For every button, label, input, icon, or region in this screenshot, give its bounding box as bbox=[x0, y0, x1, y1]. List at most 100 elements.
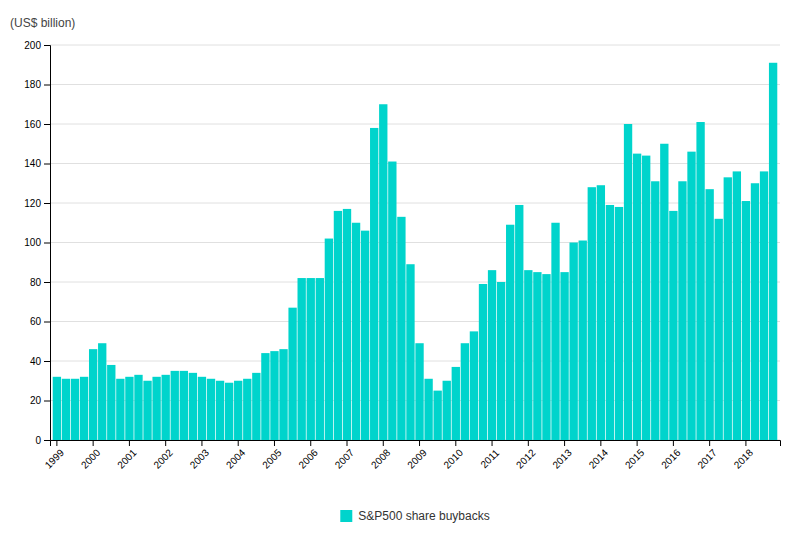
x-tick-label: 2005 bbox=[260, 447, 284, 471]
x-tick-label: 2003 bbox=[188, 447, 212, 471]
y-tick-label: 40 bbox=[30, 356, 42, 367]
y-tick-label: 120 bbox=[24, 198, 41, 209]
bar bbox=[234, 381, 242, 440]
x-tick: 2016 bbox=[659, 440, 683, 471]
bar bbox=[370, 128, 378, 440]
x-tick: 2010 bbox=[441, 440, 465, 471]
bar bbox=[651, 181, 659, 440]
legend: S&P500 share buybacks bbox=[340, 509, 489, 523]
y-tick: 120 bbox=[24, 198, 50, 209]
grid-line bbox=[50, 84, 780, 85]
legend-swatch bbox=[340, 510, 352, 522]
bar bbox=[243, 379, 251, 440]
bar bbox=[615, 207, 623, 440]
x-tick-label: 2011 bbox=[478, 447, 501, 470]
x-tick-label: 2004 bbox=[224, 447, 248, 471]
bar bbox=[171, 371, 179, 440]
x-tick-mark bbox=[455, 440, 456, 446]
x-tick-mark bbox=[673, 440, 674, 446]
y-tick-mark bbox=[44, 85, 50, 86]
bar bbox=[225, 383, 233, 440]
bar bbox=[506, 225, 514, 440]
bar bbox=[678, 181, 686, 440]
bar bbox=[479, 284, 487, 440]
x-tick: 2013 bbox=[550, 440, 574, 471]
x-tick-mark bbox=[347, 440, 348, 446]
x-tick-label: 2000 bbox=[79, 447, 103, 471]
x-tick-mark bbox=[709, 440, 710, 446]
bar bbox=[597, 185, 605, 440]
y-tick-mark bbox=[44, 322, 50, 323]
x-tick: 2011 bbox=[478, 440, 501, 470]
y-tick-mark bbox=[44, 203, 50, 204]
x-tick-label: 2008 bbox=[369, 447, 393, 471]
x-tick-mark bbox=[528, 440, 529, 446]
y-tick-label: 200 bbox=[24, 40, 41, 51]
bar bbox=[461, 343, 469, 440]
y-tick-mark bbox=[44, 361, 50, 362]
legend-item: S&P500 share buybacks bbox=[340, 509, 489, 523]
bar bbox=[760, 171, 768, 440]
x-tick: 2005 bbox=[260, 440, 284, 471]
bar bbox=[279, 349, 287, 440]
bar bbox=[361, 231, 369, 440]
x-tick: 2017 bbox=[695, 440, 719, 471]
x-tick-mark bbox=[745, 440, 746, 446]
bar bbox=[288, 308, 296, 440]
x-tick-mark bbox=[56, 440, 57, 446]
y-tick-mark bbox=[44, 243, 50, 244]
bar bbox=[134, 375, 142, 440]
bar bbox=[116, 379, 124, 440]
x-tick: 2012 bbox=[514, 440, 538, 471]
bar bbox=[406, 264, 414, 440]
x-tick-label: 2012 bbox=[514, 447, 538, 471]
x-tick: 2001 bbox=[115, 440, 139, 471]
bar bbox=[642, 156, 650, 440]
x-tick: 2018 bbox=[732, 440, 756, 471]
chart: 0204060801001201401601802001999200020012… bbox=[0, 0, 800, 535]
bar bbox=[769, 63, 777, 440]
x-tick-mark bbox=[310, 440, 311, 446]
x-tick-label: 2013 bbox=[550, 447, 574, 471]
x-tick: 2002 bbox=[151, 440, 175, 471]
bar bbox=[207, 379, 215, 440]
grid bbox=[50, 45, 780, 440]
bar bbox=[89, 349, 97, 440]
y-tick-mark bbox=[44, 282, 50, 283]
y-tick-label: 140 bbox=[24, 158, 41, 169]
x-tick: 2000 bbox=[79, 440, 103, 471]
bar bbox=[705, 189, 713, 440]
bar bbox=[152, 377, 160, 440]
grid-line bbox=[50, 163, 780, 164]
x-tick-mark bbox=[93, 440, 94, 446]
x-tick-mark bbox=[274, 440, 275, 446]
x-tick-mark bbox=[165, 440, 166, 446]
bar bbox=[588, 187, 596, 440]
x-tick: 2009 bbox=[405, 440, 429, 471]
x-tick-label: 2016 bbox=[659, 447, 683, 471]
bar bbox=[107, 365, 115, 440]
x-tick-mark bbox=[201, 440, 202, 446]
y-tick-mark bbox=[44, 440, 50, 441]
x-tick-mark bbox=[383, 440, 384, 446]
x-tick-label: 2014 bbox=[587, 447, 611, 471]
bar bbox=[433, 391, 441, 440]
x-tick-label: 2017 bbox=[695, 447, 719, 471]
x-tick-mark bbox=[238, 440, 239, 446]
y-tick: 60 bbox=[30, 316, 50, 327]
x-tick: 2008 bbox=[369, 440, 393, 471]
bar bbox=[98, 343, 106, 440]
x-tick-label: 2006 bbox=[296, 447, 320, 471]
x-tick: 2014 bbox=[587, 440, 611, 471]
bar bbox=[696, 122, 704, 440]
x-tick-mark bbox=[564, 440, 565, 446]
y-tick: 80 bbox=[30, 277, 50, 288]
y-tick-label: 180 bbox=[24, 79, 41, 90]
bars bbox=[53, 63, 778, 440]
bar bbox=[515, 205, 523, 440]
bar bbox=[751, 183, 759, 440]
y-tick-mark bbox=[44, 401, 50, 402]
bar bbox=[424, 379, 432, 440]
bar bbox=[316, 278, 324, 440]
bar bbox=[352, 223, 360, 440]
